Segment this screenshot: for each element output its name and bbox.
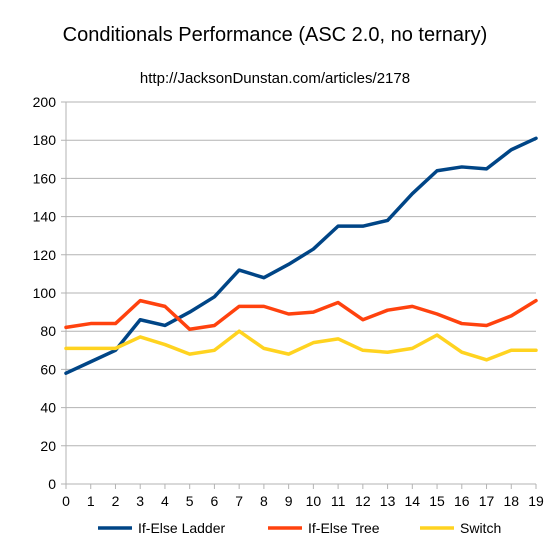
legend-label-switch: Switch xyxy=(460,520,501,536)
x-tick-labels: 0 1 2 3 4 5 6 7 8 9 10 11 12 13 14 15 16 17 18 19 xyxy=(62,493,544,509)
x-tick-label: 10 xyxy=(306,493,322,509)
y-tick-label: 100 xyxy=(33,285,57,301)
x-tick-label: 3 xyxy=(136,493,144,509)
axes xyxy=(65,102,537,489)
y-tick-label: 80 xyxy=(40,323,56,339)
y-tick-label: 200 xyxy=(33,94,57,110)
x-tick-label: 7 xyxy=(235,493,243,509)
y-tick-label: 20 xyxy=(40,438,56,454)
x-tick-label: 5 xyxy=(186,493,194,509)
y-tick-label: 180 xyxy=(33,132,57,148)
x-tick-label: 13 xyxy=(380,493,396,509)
series-lines xyxy=(64,136,538,375)
y-tick-label: 0 xyxy=(48,476,56,492)
x-tick-label: 6 xyxy=(211,493,219,509)
y-tick-label: 120 xyxy=(33,247,57,263)
series-line-switch xyxy=(64,329,538,362)
x-tick-label: 18 xyxy=(503,493,519,509)
x-tick-label: 4 xyxy=(161,493,169,509)
x-tick-label: 15 xyxy=(429,493,445,509)
legend-label-if-else-ladder: If-Else Ladder xyxy=(138,520,225,536)
grid-lines xyxy=(61,101,536,485)
legend-label-if-else-tree: If-Else Tree xyxy=(308,520,380,536)
x-tick-label: 11 xyxy=(331,493,346,509)
x-tick-label: 1 xyxy=(87,493,95,509)
y-tick-labels: 0 20 40 60 80 100 120 140 160 180 200 xyxy=(33,94,57,492)
x-tick-label: 12 xyxy=(355,493,371,509)
x-tick-label: 2 xyxy=(112,493,120,509)
x-tick-label: 0 xyxy=(62,493,70,509)
series-line-if-else-tree xyxy=(64,298,538,332)
y-tick-label: 40 xyxy=(40,400,56,416)
x-tick-label: 8 xyxy=(260,493,268,509)
chart-subtitle: http://JacksonDunstan.com/articles/2178 xyxy=(139,70,411,87)
chart-title: Conditionals Performance (ASC 2.0, no te… xyxy=(62,24,488,46)
x-tick-label: 17 xyxy=(479,493,495,509)
x-tick-label: 19 xyxy=(528,493,544,509)
y-tick-label: 160 xyxy=(33,170,57,186)
x-tick-label: 9 xyxy=(285,493,293,509)
legend: If-Else Ladder If-Else Tree Switch xyxy=(98,520,501,536)
x-tick-label: 16 xyxy=(454,493,470,509)
y-tick-label: 60 xyxy=(40,361,56,377)
series-line-if-else-ladder xyxy=(64,136,538,375)
y-tick-label: 140 xyxy=(33,209,57,225)
x-tick-label: 14 xyxy=(405,493,421,509)
